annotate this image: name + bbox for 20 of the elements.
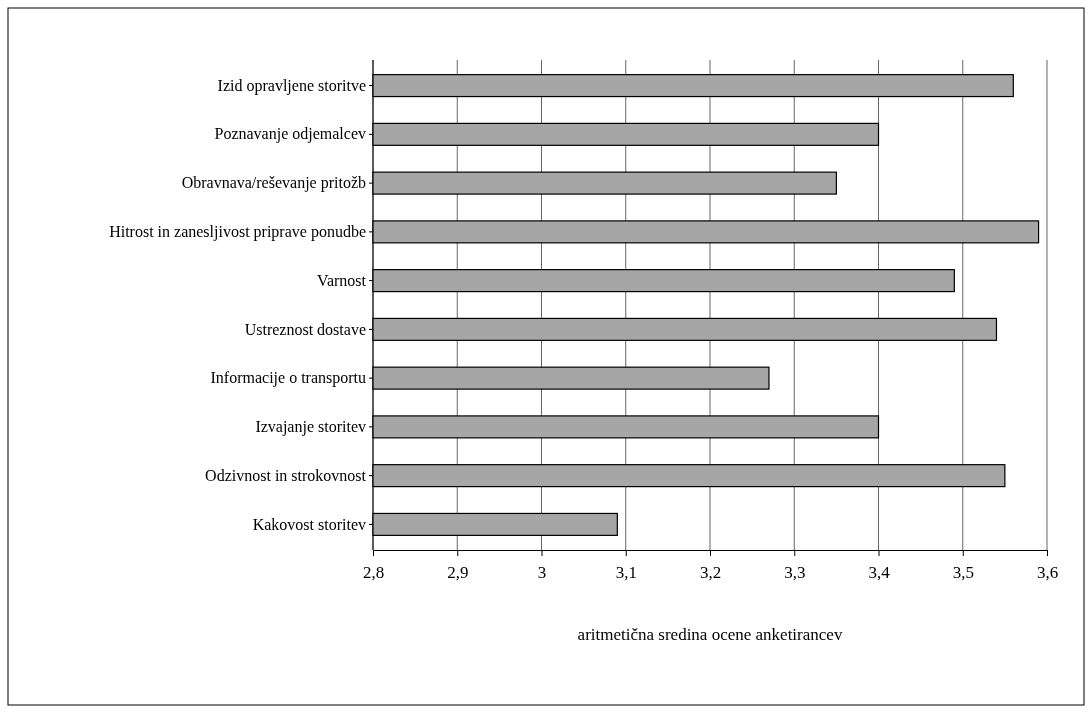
y-tick-label: Kakovost storitev [252, 515, 366, 533]
y-tick-label: Izid opravljene storitve [217, 76, 366, 95]
y-tick-label: Ustreznost dostave [244, 320, 366, 338]
x-tick-label: 3,5 [952, 562, 974, 582]
x-tick-label: 2,8 [362, 562, 385, 582]
x-tick-label: 3,3 [784, 562, 806, 582]
y-tick-label: Obravnava/reševanje pritožb [181, 174, 366, 193]
y-tick-label: Hitrost in zanesljivost priprave ponudbe [109, 222, 366, 241]
y-tick-label: Varnost [317, 271, 367, 289]
x-tick-label: 2,9 [447, 562, 469, 582]
y-tick-label: Informacije o transportu [210, 369, 366, 388]
y-tick-label: Odzivnost in strokovnost [205, 466, 367, 484]
y-tick-label: Izvajanje storitev [255, 418, 366, 437]
x-tick-label: 3,4 [868, 562, 891, 582]
y-tick-label: Poznavanje odjemalcev [214, 125, 366, 144]
x-axis-title: aritmetična sredina ocene anketirancev [577, 625, 843, 644]
x-tick-label: 3 [537, 562, 547, 582]
x-tick-label: 3,2 [699, 562, 722, 582]
x-tick-label: 3,6 [1036, 562, 1059, 582]
x-tick-label: 3,1 [615, 562, 637, 582]
